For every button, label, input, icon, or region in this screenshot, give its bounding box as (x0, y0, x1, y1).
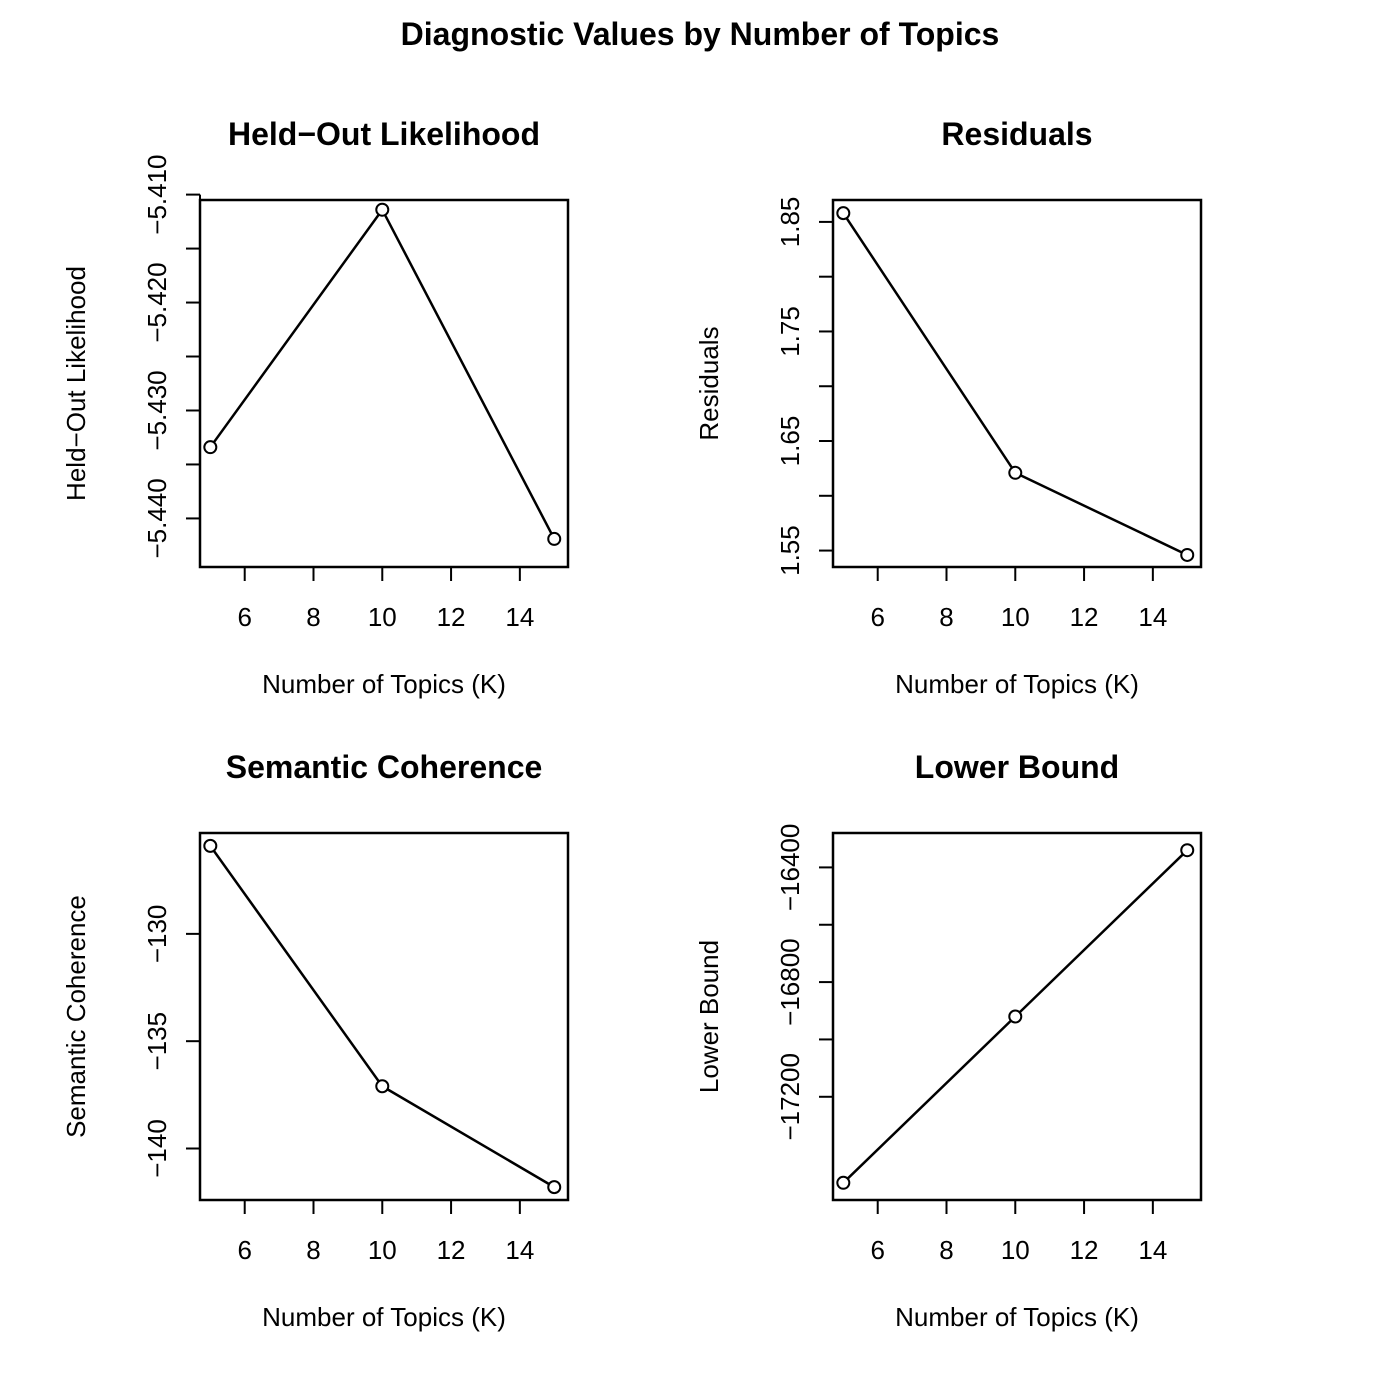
x-axis-lower-bound: 6 8 10 12 14 (870, 1199, 1167, 1265)
y-tick-label: 1.65 (775, 416, 805, 467)
x-axis-held-out-likelihood: 6 8 10 12 14 (237, 566, 534, 632)
x-tick-label: 12 (1070, 1235, 1099, 1265)
y-tick-label: −130 (142, 905, 172, 964)
y-axis-label-semantic-coherence: Semantic Coherence (61, 895, 91, 1138)
x-tick-label: 8 (939, 1235, 953, 1265)
y-axis-label-held-out-likelihood: Held−Out Likelihood (61, 266, 91, 501)
panel-title-residuals: Residuals (941, 116, 1092, 152)
x-tick-label: 6 (237, 1235, 251, 1265)
y-tick-label: −5.430 (142, 370, 172, 450)
data-point-residuals (1008, 465, 1023, 480)
data-point-semantic-coherence (203, 838, 218, 853)
data-point-lower-bound (836, 1175, 851, 1190)
y-tick-label: −16400 (775, 824, 805, 911)
x-tick-label: 12 (1070, 602, 1099, 632)
panel-held-out-likelihood: Held−Out Likelihood 6 8 10 12 14 Number of Top… (61, 116, 570, 699)
data-point-residuals (1180, 547, 1195, 562)
y-axis-label-residuals: Residuals (694, 326, 724, 440)
x-tick-label: 10 (1001, 1235, 1030, 1265)
y-axis-residuals: 1.55 1.65 1.75 1.85 (775, 197, 834, 576)
data-point-semantic-coherence (375, 1079, 390, 1094)
x-axis-label-residuals: Number of Topics (K) (895, 669, 1139, 699)
panel-title-lower-bound: Lower Bound (915, 749, 1119, 785)
x-axis-label-semantic-coherence: Number of Topics (K) (262, 1302, 506, 1332)
x-tick-label: 14 (505, 1235, 534, 1265)
x-tick-label: 10 (1001, 602, 1030, 632)
y-tick-label: −140 (142, 1119, 172, 1178)
x-tick-label: 14 (505, 602, 534, 632)
y-tick-label: −135 (142, 1012, 172, 1071)
x-axis-label-held-out-likelihood: Number of Topics (K) (262, 669, 506, 699)
x-tick-label: 6 (870, 1235, 884, 1265)
x-tick-label: 12 (437, 1235, 466, 1265)
x-tick-label: 10 (368, 602, 397, 632)
x-axis-semantic-coherence: 6 8 10 12 14 (237, 1199, 534, 1265)
x-axis-residuals: 6 8 10 12 14 (870, 566, 1167, 632)
x-tick-label: 8 (939, 602, 953, 632)
panel-semantic-coherence: Semantic Coherence 6 8 10 12 14 Number of Topi… (61, 749, 570, 1332)
data-point-lower-bound (1180, 843, 1195, 858)
y-axis-held-out-likelihood: −5.440 −5.430 −5.420 −5.410 (142, 154, 201, 559)
x-tick-label: 6 (870, 602, 884, 632)
x-tick-label: 14 (1138, 1235, 1167, 1265)
data-point-held-out-likelihood (203, 440, 218, 455)
y-axis-lower-bound: −17200 −16800 −16400 (775, 824, 834, 1141)
chart-panels: Held−Out Likelihood 6 8 10 12 14 Number of Top… (61, 116, 1203, 1332)
x-tick-label: 8 (306, 602, 320, 632)
y-tick-label: −17200 (775, 1053, 805, 1140)
x-tick-label: 12 (437, 602, 466, 632)
data-point-held-out-likelihood (375, 202, 390, 217)
x-tick-label: 6 (237, 602, 251, 632)
panel-title-held-out-likelihood: Held−Out Likelihood (228, 116, 540, 152)
x-tick-label: 10 (368, 1235, 397, 1265)
data-point-semantic-coherence (547, 1180, 562, 1195)
x-tick-label: 14 (1138, 602, 1167, 632)
y-axis-label-lower-bound: Lower Bound (694, 940, 724, 1093)
y-tick-label: −5.420 (142, 262, 172, 342)
y-tick-label: 1.55 (775, 525, 805, 576)
panel-lower-bound: Lower Bound 6 8 10 12 14 Number of Topics (K) −… (694, 749, 1203, 1332)
figure-title: Diagnostic Values by Number of Topics (401, 16, 1000, 52)
y-tick-label: 1.75 (775, 306, 805, 357)
y-tick-label: −16800 (775, 938, 805, 1025)
y-tick-label: 1.85 (775, 197, 805, 248)
data-point-lower-bound (1008, 1009, 1023, 1024)
x-tick-label: 8 (306, 1235, 320, 1265)
x-axis-label-lower-bound: Number of Topics (K) (895, 1302, 1139, 1332)
panel-residuals: Residuals 6 8 10 12 14 Number of Topics (K) 1.5… (694, 116, 1203, 699)
data-point-held-out-likelihood (547, 531, 562, 546)
y-axis-semantic-coherence: −140 −135 −130 (142, 905, 201, 1178)
panel-title-semantic-coherence: Semantic Coherence (226, 749, 543, 785)
data-point-residuals (836, 206, 851, 221)
y-tick-label: −5.440 (142, 478, 172, 558)
y-tick-label: −5.410 (142, 154, 172, 234)
